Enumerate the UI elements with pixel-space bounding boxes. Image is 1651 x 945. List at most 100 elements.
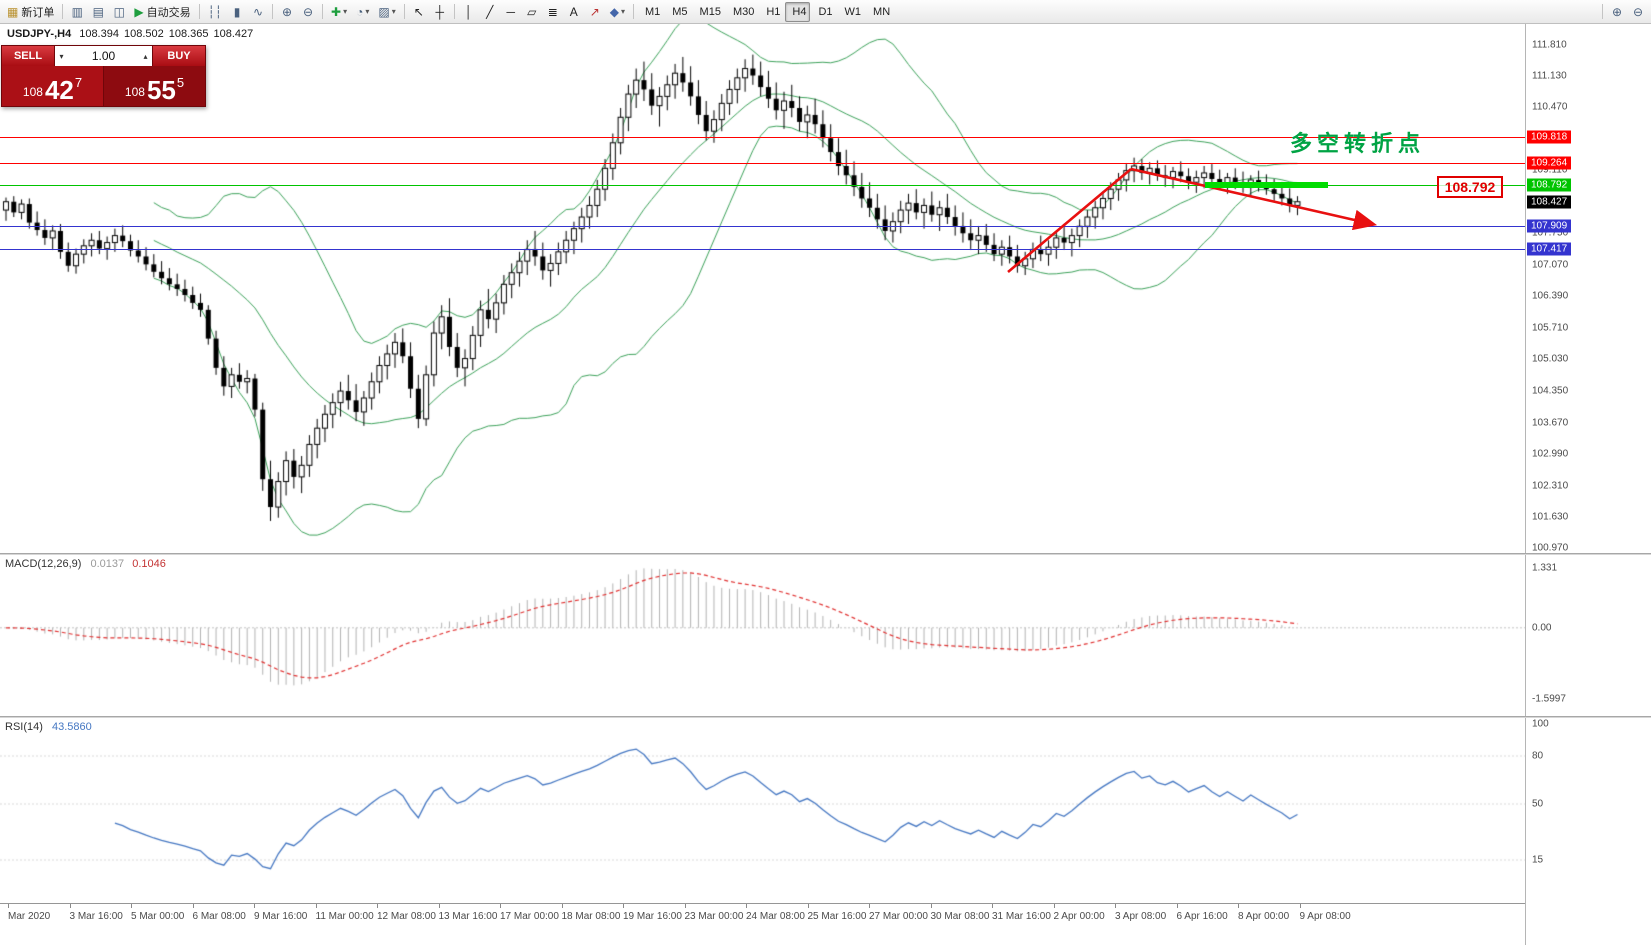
macd-panel-separator[interactable] <box>0 553 1651 555</box>
templates-icon: ▨ <box>378 4 390 19</box>
autotrade-icon: ▶ <box>134 4 144 19</box>
timeframe-h1-button-label: H1 <box>766 5 781 18</box>
terminal-button[interactable]: ◫ <box>109 2 129 22</box>
rsi-axis-label: 80 <box>1532 750 1544 762</box>
time-axis-tick <box>746 904 747 908</box>
fibonacci-button[interactable]: ≣ <box>543 2 563 22</box>
shapes-icon: ◆ <box>609 4 619 19</box>
search-zoom-out-button[interactable]: ⊖ <box>1628 2 1648 22</box>
price-axis-label: 103.670 <box>1532 417 1569 429</box>
macd-indicator-label: MACD(12,26,9) 0.0137 0.1046 <box>5 558 166 570</box>
toolbar-separator <box>632 4 634 19</box>
trendline-button[interactable]: ╱ <box>480 2 500 22</box>
zoom-in-button[interactable]: ⊕ <box>277 2 297 22</box>
zoom-in-icon: ⊕ <box>282 4 293 19</box>
toolbar-separator <box>198 4 200 19</box>
time-axis-label: 5 Mar 00:00 <box>131 911 185 922</box>
time-axis-tick <box>377 904 378 908</box>
horizontal-line-button[interactable]: ─ <box>501 2 521 22</box>
volume-increase-button[interactable]: ▴ <box>143 51 148 61</box>
timeframe-mn-button[interactable]: MN <box>866 2 894 22</box>
time-axis-label: Mar 2020 <box>8 911 51 922</box>
turning-point-annotation[interactable]: 多空转折点 <box>1290 131 1426 156</box>
timeframe-w1-button[interactable]: W1 <box>838 2 866 22</box>
timeframe-m5-button[interactable]: M5 <box>665 2 691 22</box>
price-axis-label: 102.310 <box>1532 480 1569 492</box>
sell-price-button[interactable]: 108 42 7 <box>2 66 103 106</box>
time-axis-label: 13 Mar 16:00 <box>438 911 498 922</box>
highlight-segment[interactable] <box>1205 181 1328 188</box>
bar-chart-button[interactable]: ┆┆ <box>204 2 226 22</box>
rsi-value: 43.5860 <box>51 721 92 733</box>
price-axis-label: 107.070 <box>1532 259 1569 271</box>
sell-price-pip: 7 <box>74 75 83 90</box>
time-axis-label: 9 Apr 08:00 <box>1299 911 1351 922</box>
volume-decrease-button[interactable]: ▾ <box>59 51 64 61</box>
time-axis-tick <box>684 904 686 908</box>
timeframe-m30-button[interactable]: M30 <box>726 2 758 22</box>
timeframe-h4-button[interactable]: H4 <box>785 1 811 22</box>
sell-button[interactable]: SELL <box>2 46 54 66</box>
price-axis[interactable]: 111.810111.130110.470109.790109.110108.4… <box>1525 0 1651 945</box>
periods-button[interactable]: ◔ ▾ <box>352 2 373 22</box>
time-axis-tick <box>69 904 71 908</box>
time-axis-label: 3 Apr 08:00 <box>1115 911 1167 922</box>
autotrade-button[interactable]: ▶ 自动交易 <box>130 2 194 22</box>
timeframe-m5-button-label: M5 <box>672 5 688 18</box>
buy-price-button[interactable]: 108 55 5 <box>103 66 205 106</box>
sell-price-main: 42 <box>44 75 74 105</box>
text-button[interactable]: A <box>564 2 584 22</box>
macd-panel-canvas[interactable] <box>0 555 1525 716</box>
search-zoom-in-button[interactable]: ⊕ <box>1607 2 1627 22</box>
new-order-button[interactable]: ▦ 新订单 <box>3 2 58 22</box>
time-axis-tick <box>131 904 132 908</box>
timeframe-d1-button[interactable]: D1 <box>811 2 836 22</box>
price-axis-label: 101.630 <box>1532 511 1569 523</box>
equidistant-channel-button[interactable]: ▱ <box>522 2 542 22</box>
crosshair-icon: ┼ <box>435 4 444 19</box>
zoom-out-icon: ⊖ <box>303 4 314 19</box>
indicators-button[interactable]: ✚ ▾ <box>327 2 351 22</box>
buy-price-main: 55 <box>146 75 176 105</box>
equidistant-channel-icon: ▱ <box>527 4 537 19</box>
navigator-button[interactable]: ▤ <box>88 2 108 22</box>
line-chart-button[interactable]: ∿ <box>248 2 268 22</box>
price-axis-label: 110.470 <box>1532 101 1568 113</box>
zoom-out-button[interactable]: ⊖ <box>298 2 318 22</box>
price-level-annotation[interactable]: 108.792 <box>1437 176 1503 198</box>
timeframe-h1-button[interactable]: H1 <box>759 2 784 22</box>
time-axis-tick <box>1176 904 1178 908</box>
resistance-line-109264[interactable] <box>0 163 1525 165</box>
support-line-107909[interactable] <box>0 225 1525 227</box>
arrows-button[interactable]: ↗ <box>585 2 605 22</box>
templates-button[interactable]: ▨ ▾ <box>374 2 399 22</box>
crosshair-button[interactable]: ┼ <box>430 2 450 22</box>
resistance-line-109818[interactable] <box>0 137 1525 139</box>
price-tag-108.792: 108.792 <box>1527 178 1572 192</box>
time-axis-label: 23 Mar 00:00 <box>684 911 744 922</box>
candlestick-chart-button[interactable]: ▮ <box>227 2 247 22</box>
time-axis-tick <box>992 904 993 908</box>
pivot-line-108792[interactable] <box>0 184 1525 186</box>
close-value: 108.427 <box>213 28 254 40</box>
support-line-107417[interactable] <box>0 248 1525 250</box>
text-icon: A <box>569 4 578 19</box>
time-axis-label: 24 Mar 08:00 <box>746 911 805 922</box>
time-axis[interactable]: Mar 2020 3 Mar 16:00 5 Mar 00:00 6 Mar 08:0… <box>0 903 1525 945</box>
line-chart-icon: ∿ <box>253 4 264 19</box>
timeframe-m1-button[interactable]: M1 <box>638 2 664 22</box>
cursor-button[interactable]: ↖ <box>409 2 429 22</box>
rsi-panel-separator[interactable] <box>0 716 1651 718</box>
shapes-button[interactable]: ◆ ▾ <box>606 2 629 22</box>
time-axis-label: 3 Mar 16:00 <box>69 911 123 922</box>
price-axis-label: 106.390 <box>1532 290 1569 302</box>
vertical-line-button[interactable]: │ <box>459 2 479 22</box>
periods-icon: ◔ <box>356 4 364 19</box>
market-watch-button[interactable]: ▥ <box>67 2 87 22</box>
price-chart-canvas[interactable] <box>0 24 1525 553</box>
buy-button[interactable]: BUY <box>153 46 205 66</box>
timeframe-m15-button[interactable]: M15 <box>693 2 725 22</box>
volume-input[interactable] <box>68 49 139 63</box>
time-axis-tick <box>930 904 932 908</box>
rsi-panel-canvas[interactable] <box>0 718 1525 903</box>
